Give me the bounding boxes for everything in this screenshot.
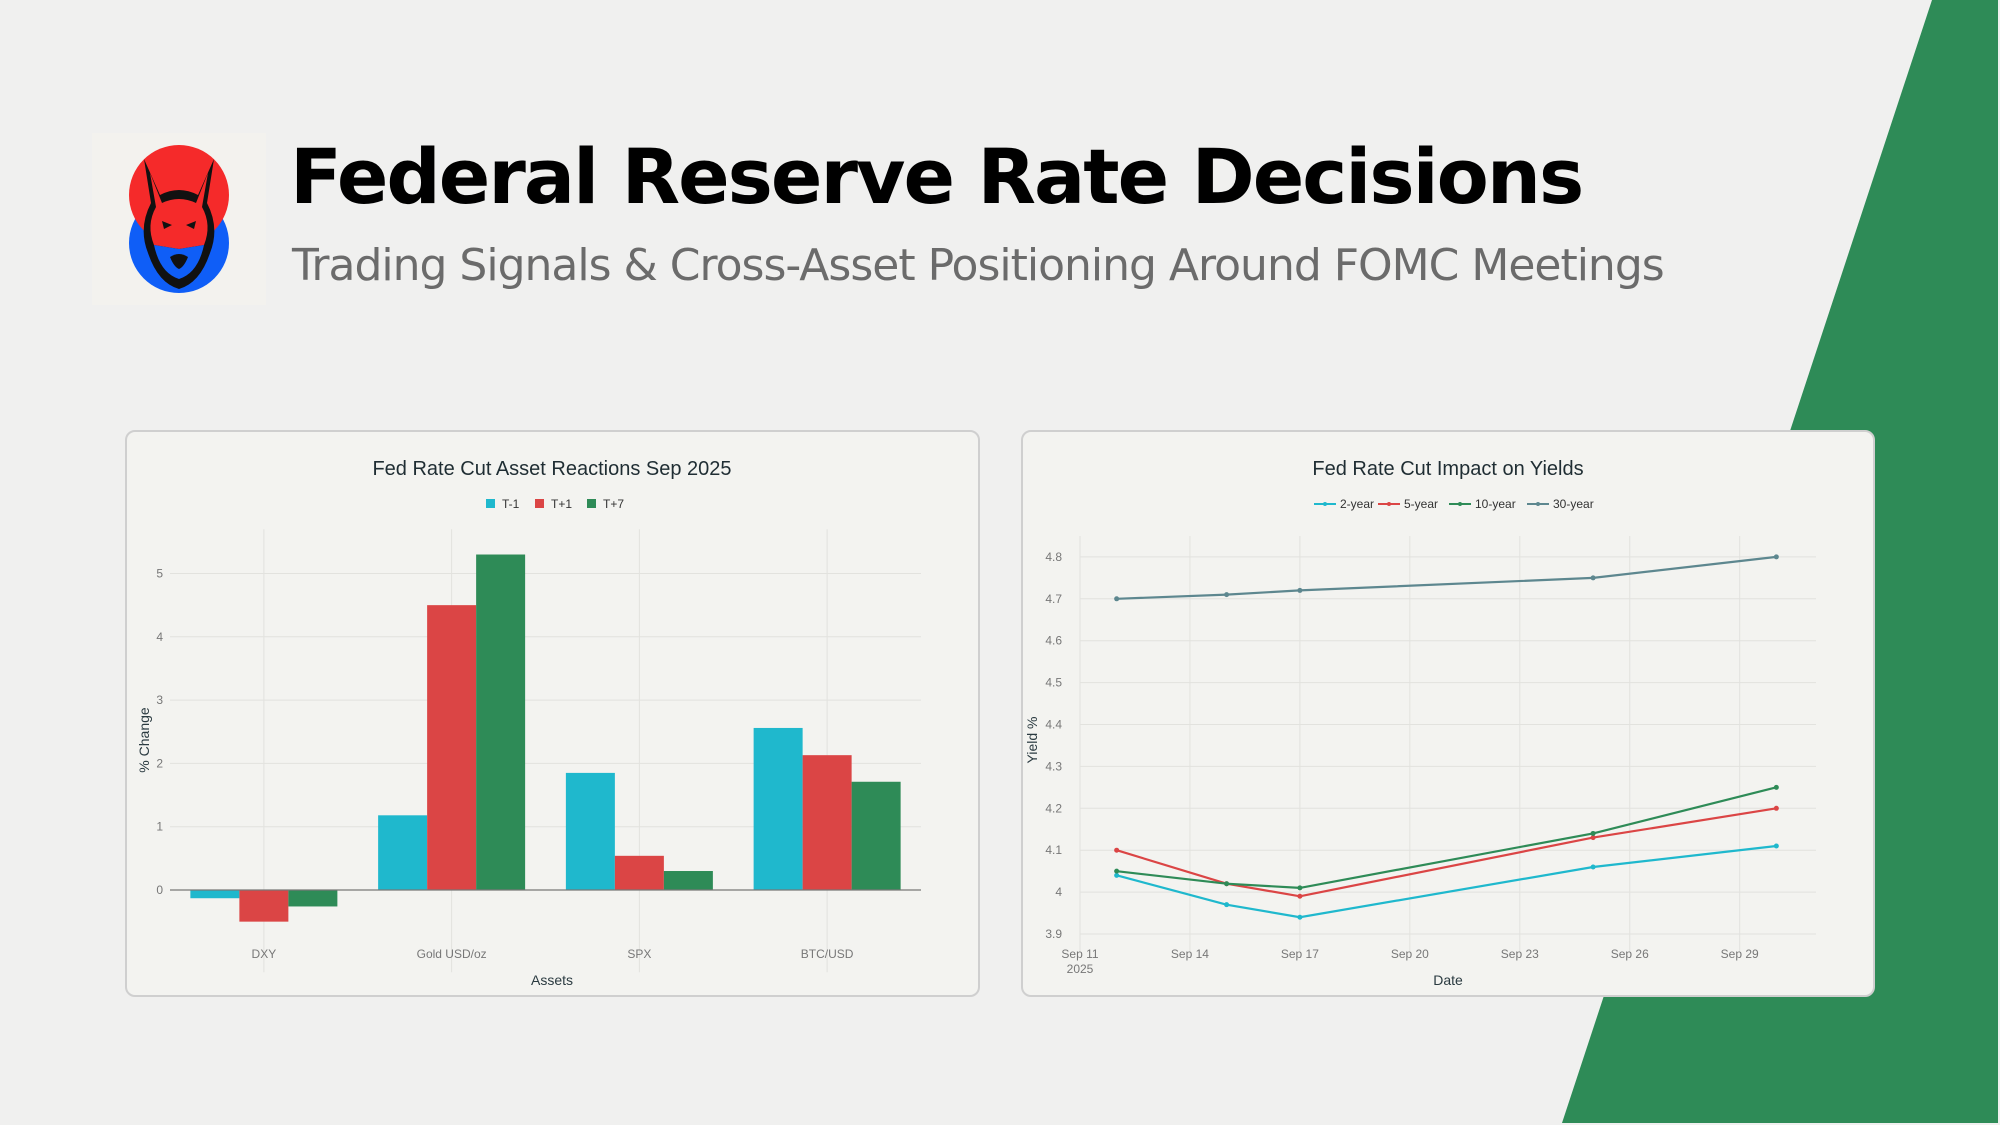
legend-swatch-T+1 — [535, 499, 544, 508]
data-point-30-year — [1590, 575, 1596, 581]
x-tick-label: Gold USD/oz — [417, 947, 487, 961]
legend-marker-2-year — [1323, 502, 1327, 506]
x-axis-title: Assets — [531, 972, 573, 988]
data-point-5-year — [1114, 847, 1120, 853]
y-tick-label: 4.2 — [1045, 801, 1062, 815]
y-tick-label: 3.9 — [1045, 927, 1062, 941]
y-tick-label: 5 — [156, 567, 163, 581]
y-tick-label: 4 — [1055, 885, 1062, 899]
x-tick-label: Sep 29 — [1721, 947, 1759, 961]
lynx-mascot-logo-icon — [129, 145, 229, 293]
asset-reactions-chart-card: Fed Rate Cut Asset Reactions Sep 2025 T-1… — [125, 430, 980, 997]
y-tick-label: 4.6 — [1045, 634, 1062, 648]
legend-swatch-T-1 — [486, 499, 495, 508]
y-tick-label: 4.4 — [1045, 718, 1062, 732]
yields-line-chart: Fed Rate Cut Impact on Yields 2-year 5-yea… — [1024, 458, 1816, 988]
legend-label-30-year: 30-year — [1553, 497, 1594, 511]
data-point-5-year — [1773, 805, 1779, 811]
page-subtitle: Trading Signals & Cross-Asset Positionin… — [292, 240, 1665, 291]
bar-T+7-SPX — [663, 871, 713, 890]
legend-label-T+7: T+7 — [603, 497, 624, 511]
bar-T-1-Gold USD/oz — [378, 815, 428, 890]
y-axis-title: Yield % — [1024, 717, 1040, 764]
data-point-2-year — [1114, 872, 1120, 878]
x-tick-label: Sep 26 — [1611, 947, 1649, 961]
y-tick-label: 4.3 — [1045, 759, 1062, 773]
y-axis-title: % Change — [136, 707, 152, 773]
series-line-10-year — [1116, 786, 1777, 890]
data-point-5-year — [1590, 835, 1596, 841]
bar-T-1-DXY — [190, 890, 240, 899]
data-point-10-year — [1590, 830, 1596, 836]
data-point-2-year — [1773, 843, 1779, 849]
y-tick-label: 2 — [156, 756, 163, 770]
legend-label-2-year: 2-year — [1340, 497, 1374, 511]
bar-T+7-DXY — [288, 890, 338, 907]
bar-T+7-BTC/USD — [851, 781, 901, 890]
data-point-30-year — [1297, 587, 1303, 593]
bar-T-1-SPX — [565, 772, 615, 890]
legend-marker-5-year — [1387, 502, 1391, 506]
x-tick-label: Sep 14 — [1171, 947, 1209, 961]
x-tick-label: Sep 17 — [1281, 947, 1319, 961]
bar-T+1-DXY — [239, 890, 289, 922]
legend-swatch-T+7 — [587, 499, 596, 508]
page-title: Federal Reserve Rate Decisions — [290, 132, 1584, 221]
data-point-2-year — [1224, 902, 1230, 908]
x-tick-label: DXY — [252, 947, 277, 961]
x-tick-sublabel: 2025 — [1067, 962, 1094, 976]
data-point-10-year — [1224, 881, 1230, 887]
y-tick-label: 4 — [156, 630, 163, 644]
data-point-10-year — [1114, 868, 1120, 874]
data-point-30-year — [1224, 592, 1230, 598]
x-tick-label: Sep 11 — [1061, 947, 1098, 961]
legend-label-10-year: 10-year — [1475, 497, 1516, 511]
y-tick-label: 4.8 — [1045, 550, 1062, 564]
chart-title: Fed Rate Cut Impact on Yields — [1312, 458, 1583, 480]
y-tick-label: 4.1 — [1045, 843, 1062, 857]
legend-marker-30-year — [1536, 502, 1540, 506]
series-line-30-year — [1116, 555, 1777, 600]
data-point-10-year — [1297, 885, 1303, 891]
x-tick-label: Sep 23 — [1501, 947, 1539, 961]
logo — [92, 133, 266, 305]
bar-T+1-Gold USD/oz — [427, 605, 477, 890]
y-tick-label: 0 — [156, 883, 163, 897]
data-point-30-year — [1773, 554, 1779, 560]
y-tick-label: 4.5 — [1045, 676, 1062, 690]
x-axis-title: Date — [1433, 972, 1463, 988]
legend-marker-10-year — [1458, 502, 1462, 506]
y-tick-label: 1 — [156, 820, 163, 834]
asset-reactions-bar-chart: Fed Rate Cut Asset Reactions Sep 2025 T-1… — [136, 458, 921, 988]
x-tick-label: SPX — [627, 947, 651, 961]
legend-label-T-1: T-1 — [502, 497, 520, 511]
data-point-2-year — [1590, 864, 1596, 870]
yields-chart-card: Fed Rate Cut Impact on Yields 2-year 5-yea… — [1021, 430, 1875, 997]
bar-T-1-BTC/USD — [753, 727, 803, 890]
x-tick-label: Sep 20 — [1391, 947, 1429, 961]
y-tick-label: 3 — [156, 693, 163, 707]
data-point-5-year — [1297, 893, 1303, 899]
bar-T+1-SPX — [614, 855, 664, 890]
bar-T+1-BTC/USD — [802, 755, 852, 890]
bar-T+7-Gold USD/oz — [476, 554, 526, 890]
chart-title: Fed Rate Cut Asset Reactions Sep 2025 — [372, 458, 731, 480]
data-point-10-year — [1773, 784, 1779, 790]
legend-label-5-year: 5-year — [1404, 497, 1438, 511]
x-tick-label: BTC/USD — [801, 947, 854, 961]
data-point-30-year — [1114, 596, 1120, 602]
y-tick-label: 4.7 — [1045, 592, 1062, 606]
data-point-2-year — [1297, 914, 1303, 920]
legend-label-T+1: T+1 — [551, 497, 572, 511]
